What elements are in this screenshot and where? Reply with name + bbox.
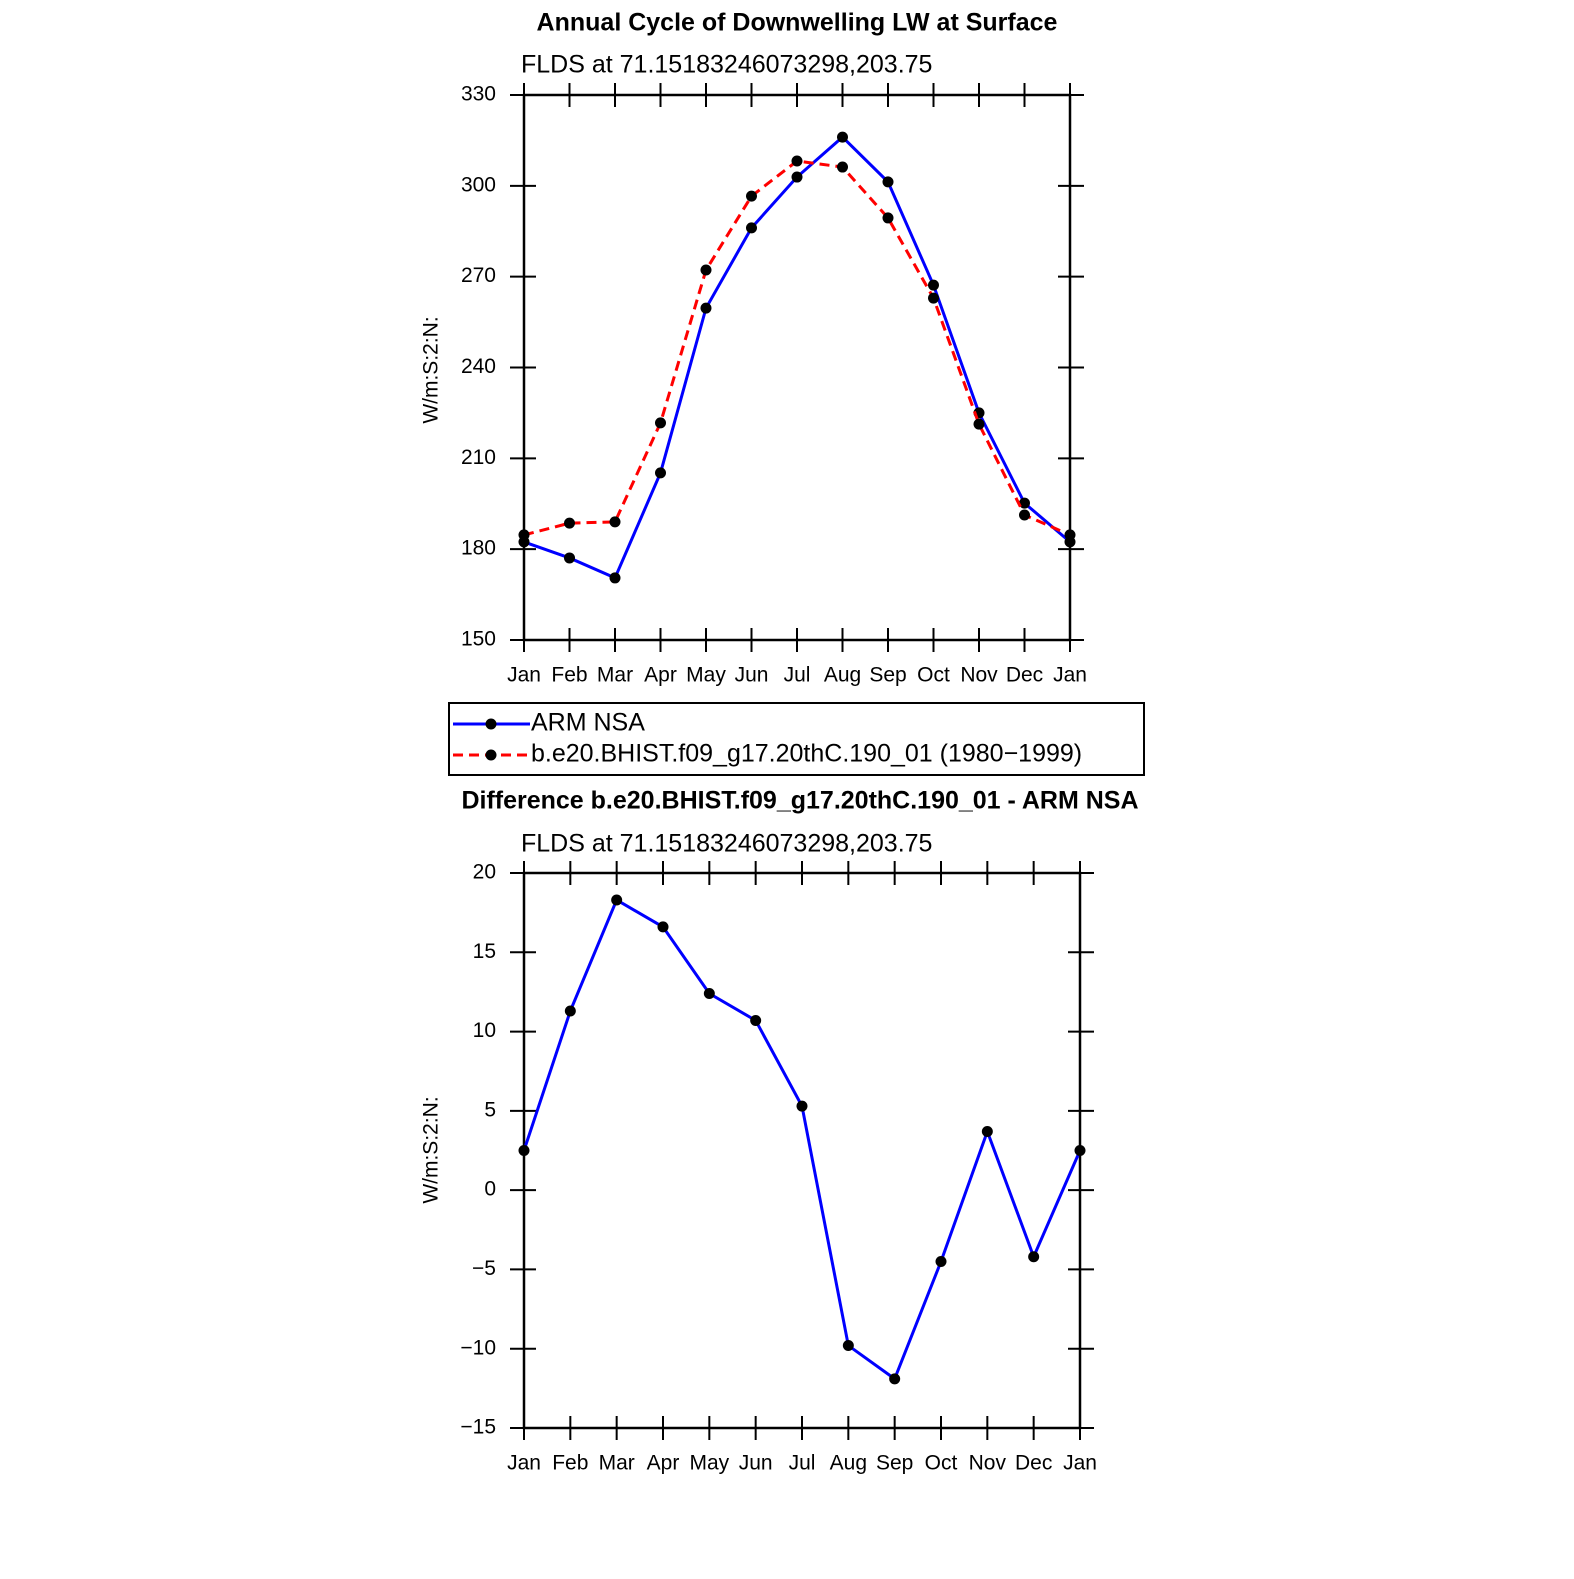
chart-title: Difference b.e20.BHIST.f09_g17.20thC.190… — [461, 787, 1138, 815]
x-tick-label: Jan — [1053, 664, 1087, 687]
y-tick-label: 330 — [461, 83, 496, 106]
series-line — [522, 897, 1082, 1382]
data-point — [889, 1373, 901, 1385]
data-point — [928, 292, 939, 304]
data-point — [609, 572, 621, 584]
data-point — [837, 131, 848, 143]
data-point — [655, 467, 666, 479]
x-tick-label: Sep — [876, 1452, 913, 1475]
data-point — [518, 1145, 530, 1156]
x-tick-label: Mar — [597, 664, 633, 687]
y-tick-label: 150 — [461, 628, 496, 651]
x-tick-label: Oct — [925, 1452, 958, 1475]
x-tick-label: Jun — [735, 664, 769, 687]
data-point — [700, 302, 712, 314]
data-point — [928, 279, 939, 291]
data-point — [791, 171, 803, 183]
data-point — [1019, 509, 1030, 521]
data-point — [700, 264, 712, 276]
x-tick-label: Jan — [507, 664, 541, 687]
data-point — [746, 222, 757, 234]
data-point — [973, 418, 985, 430]
y-axis-label: W/m:S:2:N: — [420, 316, 443, 423]
data-point — [1074, 1145, 1086, 1156]
data-point — [1064, 529, 1076, 541]
x-tick-label: Apr — [644, 664, 677, 687]
data-point — [655, 417, 666, 429]
legend-box — [448, 702, 1145, 776]
y-tick-label: 300 — [461, 173, 496, 196]
x-tick-label: May — [689, 1452, 729, 1475]
x-tick-label: Dec — [1006, 664, 1043, 687]
x-tick-label: Sep — [869, 664, 906, 687]
y-tick-label: −15 — [460, 1416, 496, 1439]
x-tick-label: Jan — [1063, 1452, 1097, 1475]
data-point — [564, 517, 575, 529]
x-tick-label: Jul — [784, 664, 811, 687]
x-tick-label: Oct — [917, 664, 950, 687]
data-point — [842, 1340, 854, 1352]
x-tick-label: Apr — [647, 1452, 680, 1475]
y-tick-label: 180 — [461, 537, 496, 560]
data-point — [882, 176, 894, 188]
data-point — [796, 1100, 808, 1112]
data-point — [611, 894, 623, 906]
chart-title: Annual Cycle of Downwelling LW at Surfac… — [537, 9, 1058, 37]
data-point — [935, 1256, 947, 1267]
data-point — [564, 552, 575, 564]
data-point — [1019, 497, 1030, 509]
x-tick-label: May — [686, 664, 726, 687]
chart-subtitle: FLDS at 71.15183246073298,203.75 — [521, 830, 932, 858]
data-point — [1028, 1251, 1040, 1263]
data-point — [791, 155, 803, 167]
x-tick-label: Jun — [739, 1452, 773, 1475]
x-tick-label: Nov — [960, 664, 998, 687]
data-point — [981, 1125, 993, 1137]
x-tick-label: Jul — [789, 1452, 816, 1475]
x-tick-label: Feb — [551, 664, 587, 687]
legend-label: ARM NSA — [531, 709, 645, 737]
y-axis-label: W/m:S:2:N: — [420, 1096, 443, 1203]
data-point — [518, 529, 530, 541]
y-tick-label: 270 — [461, 264, 496, 287]
data-point — [564, 1005, 576, 1017]
y-tick-label: 20 — [473, 861, 496, 884]
x-tick-label: Mar — [599, 1452, 635, 1475]
x-tick-label: Aug — [824, 664, 861, 687]
data-point — [609, 516, 621, 528]
x-tick-label: Feb — [552, 1452, 588, 1475]
y-tick-label: 0 — [484, 1178, 496, 1201]
x-tick-label: Jan — [507, 1452, 541, 1475]
data-point — [837, 161, 848, 173]
series-line — [523, 135, 1071, 580]
legend-marker — [485, 718, 497, 730]
data-point — [750, 1014, 762, 1026]
x-tick-label: Nov — [969, 1452, 1007, 1475]
legend-marker — [485, 749, 497, 761]
data-point — [882, 212, 894, 224]
y-tick-label: 15 — [473, 940, 496, 963]
data-point — [703, 988, 715, 1000]
x-tick-label: Dec — [1015, 1452, 1052, 1475]
y-tick-label: −5 — [472, 1257, 496, 1280]
data-point — [657, 921, 669, 933]
y-tick-label: −10 — [460, 1336, 496, 1359]
y-tick-label: 210 — [461, 446, 496, 469]
plot-frame — [522, 871, 1082, 1430]
data-point — [746, 190, 757, 202]
y-tick-label: 10 — [473, 1019, 496, 1042]
chart-subtitle: FLDS at 71.15183246073298,203.75 — [521, 51, 932, 79]
legend-label: b.e20.BHIST.f09_g17.20thC.190_01 (1980−1… — [531, 740, 1082, 768]
y-tick-label: 5 — [484, 1098, 496, 1121]
series-line — [523, 159, 1071, 537]
y-tick-label: 240 — [461, 355, 496, 378]
x-tick-label: Aug — [830, 1452, 867, 1475]
